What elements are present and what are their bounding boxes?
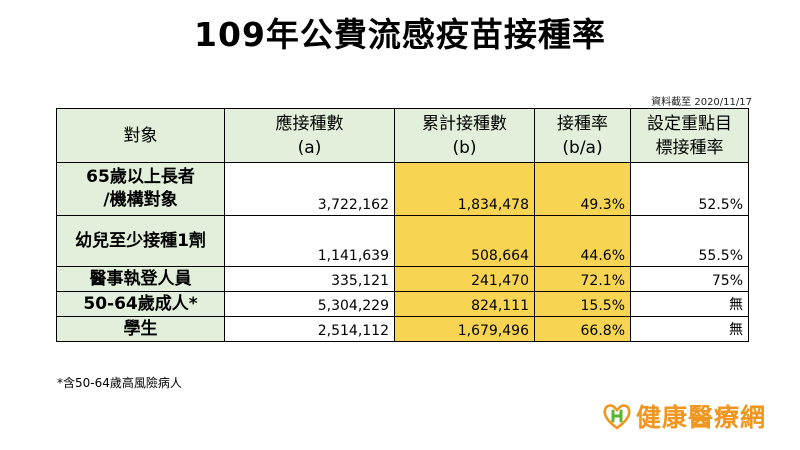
row-target-line2: /機構對象: [103, 190, 178, 210]
header-rate-line1: 接種率: [557, 113, 608, 134]
row-should: 2,514,112: [224, 316, 395, 342]
row-target: 幼兒至少接種1劑: [56, 215, 225, 267]
header-target-label: 對象: [123, 125, 158, 146]
table-row: 65歲以上長者 /機構對象 3,722,162 1,834,478 49.3% …: [56, 162, 749, 216]
row-cumulative: 508,664: [394, 215, 535, 267]
table-row: 學生 2,514,112 1,679,496 66.8% 無: [56, 316, 749, 342]
row-cumulative: 241,470: [394, 266, 535, 292]
row-rate: 49.3%: [534, 162, 631, 216]
page-title: 109年公費流感疫苗接種率: [194, 15, 606, 54]
data-date-note: 資料截至 2020/11/17: [651, 97, 752, 108]
row-target: 學生: [56, 316, 225, 342]
row-rate: 72.1%: [534, 266, 631, 292]
row-should: 335,121: [224, 266, 395, 292]
table-row: 幼兒至少接種1劑 1,141,639 508,664 44.6% 55.5%: [56, 215, 749, 267]
header-goal: 設定重點目 標接種率: [630, 108, 749, 163]
row-cumulative: 1,834,478: [394, 162, 535, 216]
row-rate: 15.5%: [534, 291, 631, 317]
table-header-row: 對象 應接種數 (a) 累計接種數 (b) 接種率 (b/a) 設定重點目 標接…: [56, 108, 749, 163]
row-should: 3,722,162: [224, 162, 395, 216]
header-target: 對象: [56, 108, 225, 163]
row-rate: 66.8%: [534, 316, 631, 342]
brand-logo-text: 健康醫療網: [635, 403, 766, 432]
row-rate: 44.6%: [534, 215, 631, 267]
row-cumulative: 824,111: [394, 291, 535, 317]
header-should-line2: (a): [297, 137, 322, 158]
row-goal: 52.5%: [630, 162, 749, 216]
header-goal-line2: 標接種率: [655, 137, 724, 158]
header-cumulative: 累計接種數 (b): [394, 108, 535, 163]
header-cumulative-line2: (b): [452, 137, 477, 158]
row-goal: 無: [630, 291, 749, 317]
header-cumulative-line1: 累計接種數: [422, 113, 507, 134]
row-goal: 75%: [630, 266, 749, 292]
header-should: 應接種數 (a): [224, 108, 395, 163]
row-target: 50-64歲成人*: [56, 291, 225, 317]
table-row: 50-64歲成人* 5,304,229 824,111 15.5% 無: [56, 291, 749, 317]
vaccination-table: 對象 應接種數 (a) 累計接種數 (b) 接種率 (b/a) 設定重點目 標接…: [56, 108, 749, 342]
header-rate-line2: (b/a): [562, 137, 603, 158]
row-goal: 55.5%: [630, 215, 749, 267]
row-target: 醫事執登人員: [56, 266, 225, 292]
footnote: *含50-64歲高風險病人: [57, 376, 182, 390]
header-rate: 接種率 (b/a): [534, 108, 631, 163]
row-should: 5,304,229: [224, 291, 395, 317]
row-goal: 無: [630, 316, 749, 342]
heart-h-logo-icon: [603, 404, 631, 430]
row-target-line1: 65歲以上長者: [86, 167, 195, 187]
row-should: 1,141,639: [224, 215, 395, 267]
table-row: 醫事執登人員 335,121 241,470 72.1% 75%: [56, 266, 749, 292]
header-should-line1: 應接種數: [275, 113, 344, 134]
row-cumulative: 1,679,496: [394, 316, 535, 342]
header-goal-line1: 設定重點目: [647, 113, 732, 134]
row-target: 65歲以上長者 /機構對象: [56, 162, 225, 216]
brand-logo: 健康醫療網: [602, 398, 766, 434]
